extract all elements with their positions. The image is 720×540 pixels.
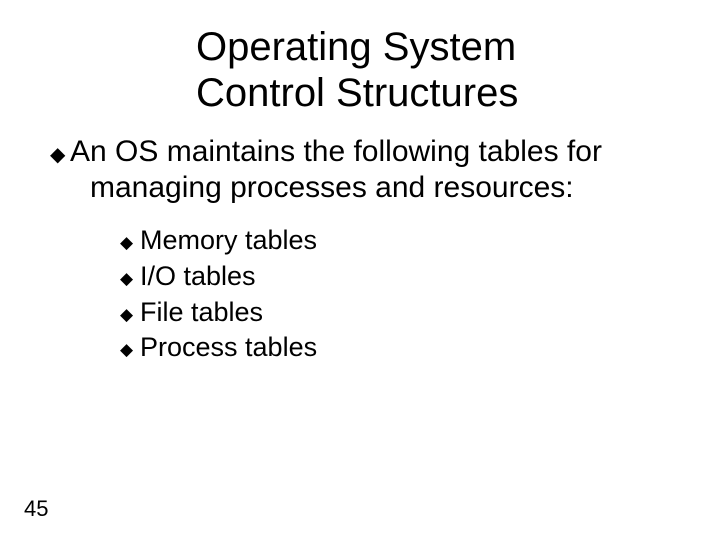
title-line-1: Operating System [196,25,516,69]
sub-item-text: Process tables [140,331,317,365]
diamond-bullet-icon: ◆ [120,304,133,325]
list-item: ◆ File tables [120,296,672,330]
diamond-bullet-icon: ◆ [120,268,133,289]
slide-container: Operating System Control Structures ◆An … [0,0,720,540]
diamond-bullet-icon: ◆ [120,232,133,253]
page-number: 45 [24,496,48,522]
list-item: ◆ Process tables [120,331,672,365]
list-item: ◆ Memory tables [120,224,672,258]
title-line-2: Control Structures [196,71,518,115]
sub-item-text: I/O tables [140,260,256,294]
sub-bullet-list: ◆ Memory tables ◆ I/O tables ◆ File tabl… [120,224,672,365]
diamond-bullet-icon: ◆ [120,339,133,360]
sub-item-text: File tables [140,296,263,330]
main-bullet-wrap: ◆An OS maintains the following tables fo… [70,134,672,206]
sub-item-text: Memory tables [140,224,317,258]
main-bullet-item: ◆An OS maintains the following tables fo… [70,134,672,206]
slide-title: Operating System Control Structures [196,24,672,116]
list-item: ◆ I/O tables [120,260,672,294]
main-bullet-text: An OS maintains the following tables for… [70,135,602,204]
